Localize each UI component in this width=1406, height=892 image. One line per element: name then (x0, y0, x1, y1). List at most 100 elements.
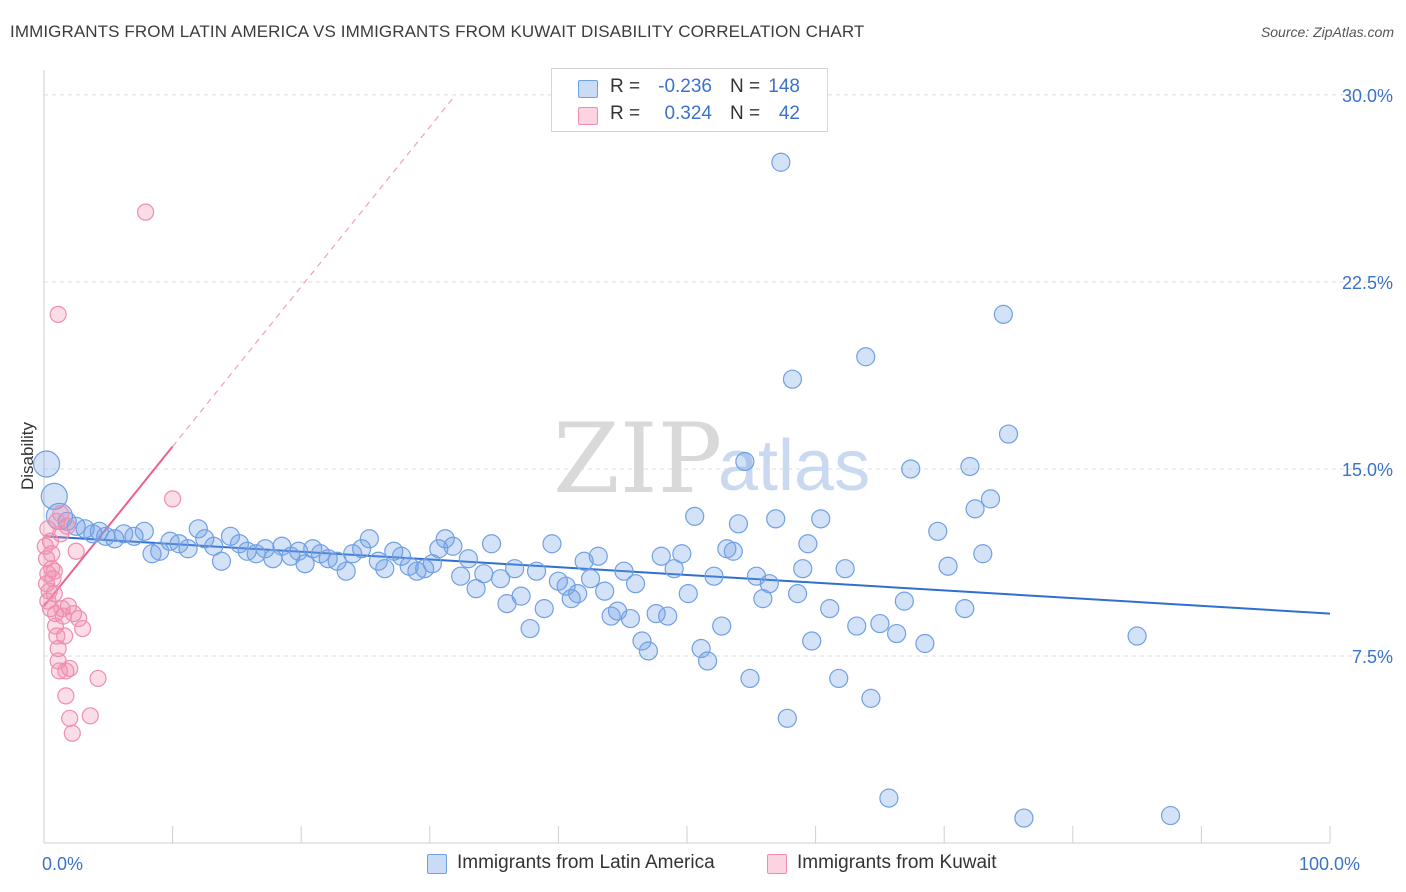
point-kuwait (73, 619, 92, 638)
trend-line-0 (43, 535, 1331, 615)
y-tick-label: 30.0% (1342, 86, 1393, 106)
point-kuwait (81, 707, 99, 725)
point-kuwait (61, 659, 79, 678)
point-kuwait (41, 532, 60, 550)
point-kuwait (57, 687, 75, 705)
point-kuwait (49, 305, 67, 323)
point-latin-america (595, 581, 615, 601)
point-latin-america (211, 551, 232, 571)
watermark-atlas: atlas (718, 426, 870, 506)
point-latin-america (474, 564, 494, 584)
point-kuwait (58, 517, 76, 535)
y-tick-label: 15.0% (1342, 460, 1393, 480)
legend-r-value: 0.324 (664, 103, 712, 124)
point-latin-america (697, 651, 718, 671)
point-latin-america (928, 521, 948, 541)
point-latin-america (802, 631, 822, 651)
point-latin-america (588, 546, 608, 566)
trend-line-1 (43, 445, 174, 607)
point-latin-america (568, 584, 588, 604)
legend-n-label: N = (730, 76, 761, 97)
point-latin-america (638, 641, 659, 661)
point-latin-america (766, 509, 786, 529)
legend-row-kuwait: R = 0.324 N = 42 (552, 101, 827, 129)
point-latin-america (295, 554, 315, 574)
point-latin-america (787, 584, 808, 604)
point-latin-america (142, 544, 162, 564)
point-latin-america (526, 561, 547, 581)
point-latin-america (955, 599, 975, 619)
chart-title: IMMIGRANTS FROM LATIN AMERICA VS IMMIGRA… (10, 22, 865, 41)
point-latin-america (704, 566, 724, 586)
point-latin-america (980, 489, 1001, 509)
point-latin-america (723, 541, 743, 561)
point-latin-america (1160, 805, 1181, 826)
point-latin-america (798, 534, 818, 554)
point-latin-america (856, 347, 876, 367)
point-latin-america (777, 708, 797, 728)
tick-labels: 7.5% 15.0% 22.5% 30.0% 0.0% 100.0% (42, 86, 1393, 874)
point-latin-america (915, 633, 935, 654)
point-latin-america (712, 616, 732, 636)
point-latin-america (169, 534, 189, 554)
point-latin-america (829, 668, 849, 689)
bottom-legend-swatch-latin-america (427, 854, 447, 874)
point-latin-america (368, 551, 388, 571)
point-latin-america (973, 544, 993, 564)
point-latin-america (901, 459, 921, 479)
data-points (32, 152, 1181, 828)
point-latin-america (451, 566, 471, 586)
point-latin-america (336, 561, 356, 581)
point-latin-america (678, 584, 698, 604)
point-latin-america (965, 499, 985, 519)
point-latin-america (289, 541, 309, 561)
point-latin-america (620, 608, 641, 629)
point-latin-america (793, 559, 813, 579)
bottom-legend-label: Immigrants from Kuwait (797, 852, 997, 873)
point-latin-america (625, 574, 646, 594)
point-latin-america (188, 519, 208, 539)
point-kuwait (45, 562, 63, 580)
point-latin-america (993, 304, 1013, 324)
y-tick-label: 7.5% (1352, 647, 1393, 667)
point-latin-america (759, 574, 779, 594)
point-latin-america (740, 668, 760, 689)
point-latin-america (490, 569, 511, 589)
legend-row-latin-america: R = -0.236 N = 148 (552, 74, 827, 102)
watermark-zip: ZIP (553, 403, 722, 515)
legend-swatch-latin-america (578, 80, 598, 98)
legend-n-label: N = (730, 103, 761, 124)
legend-r-label: R = (610, 103, 641, 124)
grid-lines (44, 94, 1392, 657)
bottom-legend-swatch-kuwait (767, 854, 787, 874)
point-latin-america (407, 561, 427, 581)
bottom-legend-label: Immigrants from Latin America (457, 852, 715, 873)
point-kuwait (61, 709, 79, 727)
watermark: ZIP atlas (553, 403, 870, 515)
point-latin-america (343, 544, 363, 564)
point-latin-america (359, 529, 379, 549)
point-kuwait (50, 662, 69, 680)
point-latin-america (105, 529, 125, 549)
x-tick-label: 100.0% (1299, 854, 1360, 874)
point-latin-america (458, 549, 478, 569)
legend-r-value: -0.236 (658, 76, 712, 97)
point-latin-america (820, 599, 840, 619)
source-label: Source: ZipAtlas.com (1260, 24, 1394, 40)
point-kuwait (45, 585, 63, 603)
point-kuwait (37, 550, 56, 568)
point-latin-america (435, 529, 455, 549)
point-latin-america (561, 589, 581, 609)
point-kuwait (67, 542, 85, 560)
point-latin-america (89, 521, 109, 541)
point-kuwait (64, 604, 83, 623)
point-latin-america (204, 536, 224, 556)
point-latin-america (894, 591, 914, 611)
point-latin-america (429, 539, 449, 559)
point-latin-america (614, 561, 634, 581)
point-latin-america (998, 424, 1019, 444)
point-latin-america (658, 606, 678, 626)
point-latin-america (574, 551, 594, 571)
y-tick-label: 22.5% (1342, 273, 1393, 293)
point-latin-america (391, 546, 412, 566)
